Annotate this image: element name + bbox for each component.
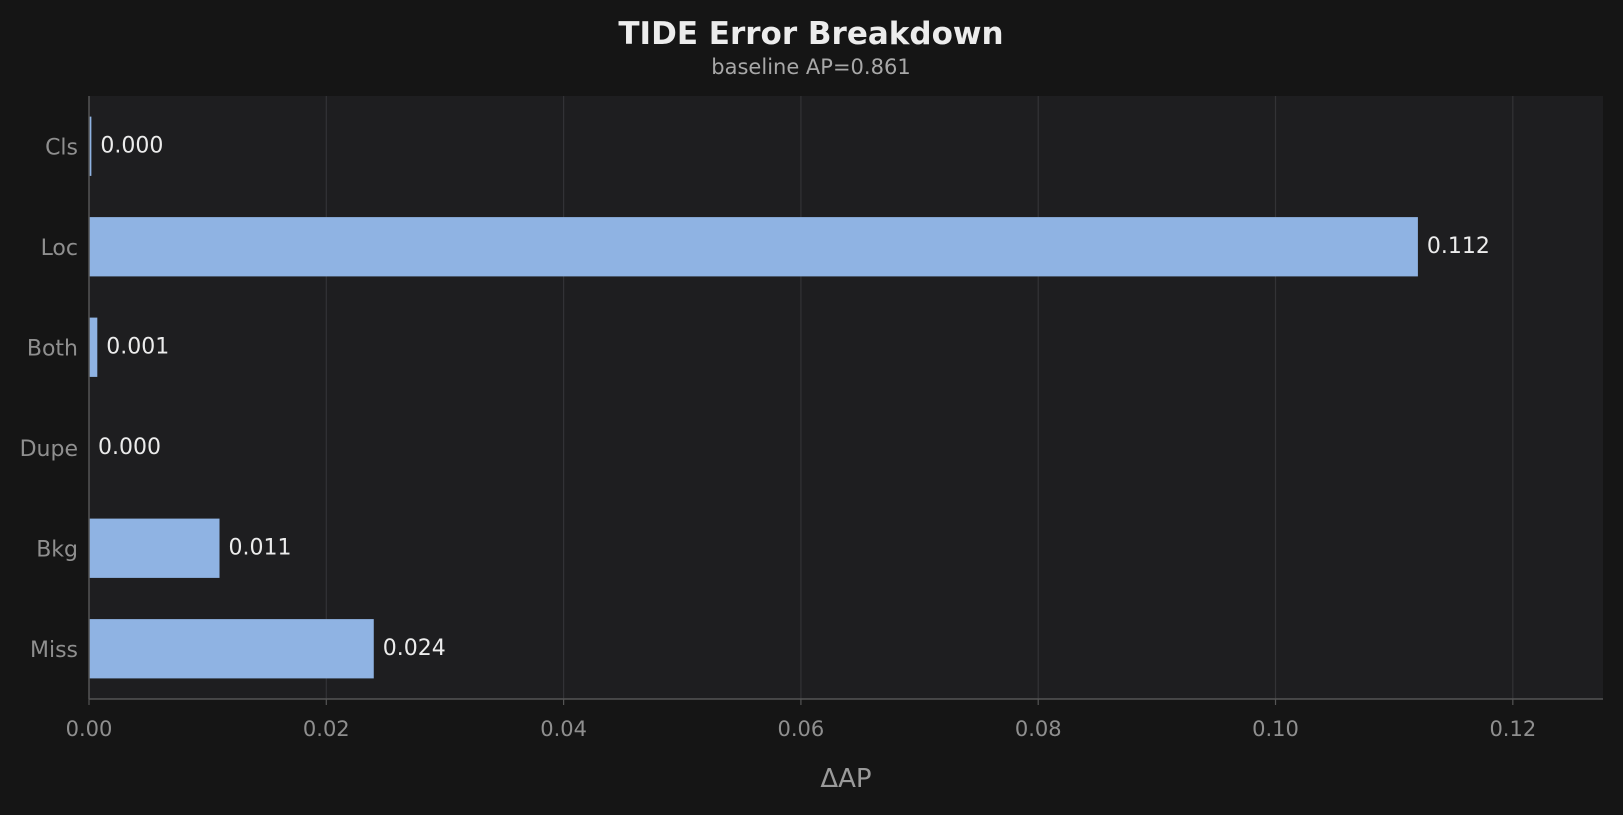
- y-category-label: Bkg: [36, 537, 78, 562]
- bar-value-label: 0.011: [229, 535, 292, 560]
- bar-value-label: 0.001: [106, 334, 169, 359]
- bar-miss: [89, 619, 374, 679]
- plot-area: [89, 96, 1603, 699]
- bar-value-label: 0.000: [100, 133, 163, 158]
- bar-loc: [89, 217, 1418, 277]
- bar-value-label: 0.112: [1427, 234, 1490, 259]
- axes: [88, 96, 1603, 705]
- bar-cls: [89, 116, 92, 176]
- y-category-label: Loc: [41, 236, 78, 261]
- x-tick-label: 0.02: [303, 717, 350, 741]
- y-category-label: Miss: [30, 638, 78, 663]
- x-tick-label: 0.04: [540, 717, 587, 741]
- x-tick-label: 0.06: [778, 717, 825, 741]
- bar-both: [89, 317, 98, 377]
- chart-title: TIDE Error Breakdown: [618, 16, 1003, 52]
- y-category-label: Cls: [45, 135, 78, 160]
- y-category-label: Both: [27, 336, 78, 361]
- chart-subtitle: baseline AP=0.861: [711, 55, 910, 79]
- x-tick-label: 0.10: [1252, 717, 1299, 741]
- bar-value-label: 0.000: [98, 435, 161, 460]
- bar-value-label: 0.024: [383, 636, 446, 661]
- x-tick-label: 0.12: [1489, 717, 1536, 741]
- x-axis-label: ΔAP: [820, 764, 871, 794]
- bars: [89, 116, 1418, 679]
- bar-bkg: [89, 518, 220, 578]
- grid-lines: [325, 96, 1514, 699]
- x-tick-label: 0.00: [66, 717, 113, 741]
- labels: 0.00 0.02 0.04 0.06 0.08 0.10 0.12 Cls 0.000 Loc 0…: [20, 133, 1537, 741]
- y-category-label: Dupe: [20, 437, 78, 462]
- x-tick-label: 0.08: [1015, 717, 1062, 741]
